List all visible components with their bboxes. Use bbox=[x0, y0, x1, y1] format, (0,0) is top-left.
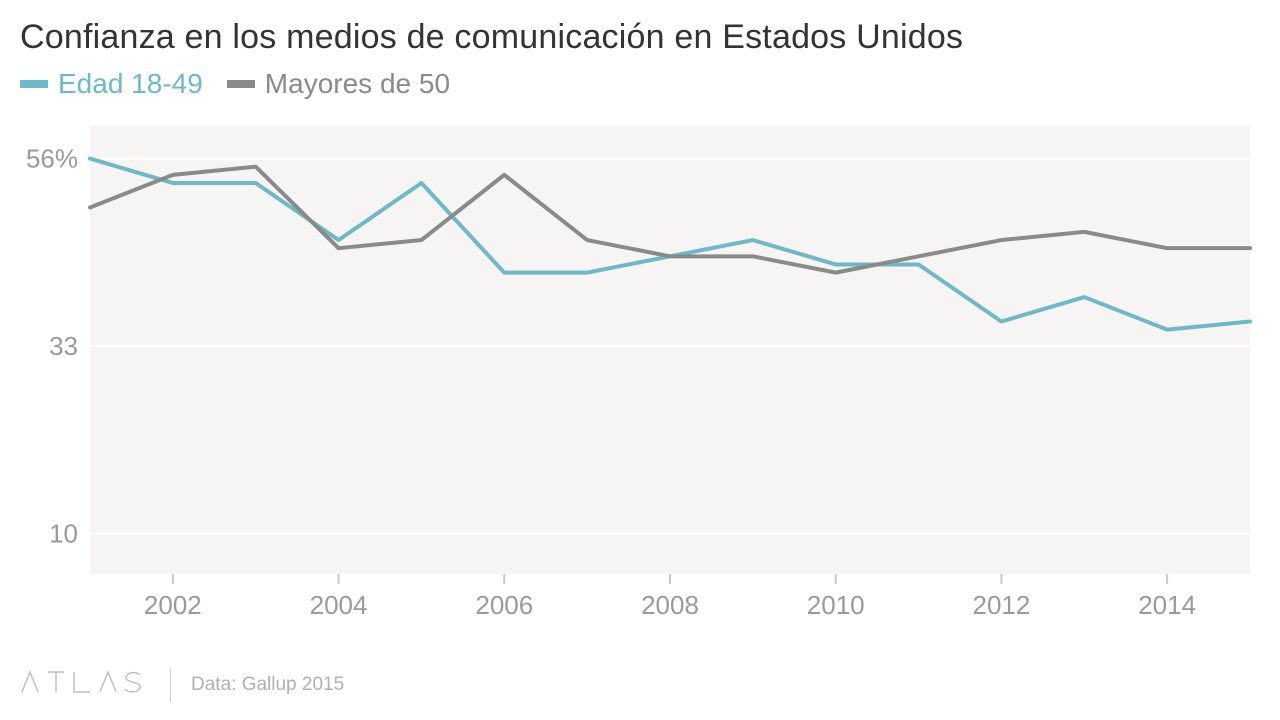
x-tick-label: 2006 bbox=[475, 590, 533, 620]
y-tick-label: 10 bbox=[49, 518, 78, 548]
atlas-logo bbox=[20, 670, 150, 700]
legend-item-2: Mayores de 50 bbox=[227, 68, 450, 100]
x-tick-label: 2004 bbox=[310, 590, 368, 620]
x-tick-label: 2010 bbox=[807, 590, 865, 620]
data-source: Data: Gallup 2015 bbox=[191, 674, 344, 696]
legend-label-1: Edad 18-49 bbox=[58, 68, 203, 100]
x-tick-label: 2002 bbox=[144, 590, 202, 620]
footer: Data: Gallup 2015 bbox=[20, 668, 344, 702]
footer-divider bbox=[170, 668, 171, 702]
x-tick-label: 2012 bbox=[973, 590, 1031, 620]
x-tick-label: 2014 bbox=[1138, 590, 1196, 620]
chart-area: 10 33 56% 2002 2004 2006 2008 2010 2012 2014 bbox=[20, 120, 1260, 630]
legend-swatch-1 bbox=[20, 80, 48, 88]
legend-label-2: Mayores de 50 bbox=[265, 68, 450, 100]
y-tick-label: 56% bbox=[26, 144, 78, 174]
legend-swatch-2 bbox=[227, 80, 255, 88]
legend: Edad 18-49 Mayores de 50 bbox=[20, 68, 450, 100]
y-tick-label: 33 bbox=[49, 331, 78, 361]
chart-title: Confianza en los medios de comunicación … bbox=[20, 18, 963, 57]
x-tick-label: 2008 bbox=[641, 590, 699, 620]
legend-item-1: Edad 18-49 bbox=[20, 68, 203, 100]
